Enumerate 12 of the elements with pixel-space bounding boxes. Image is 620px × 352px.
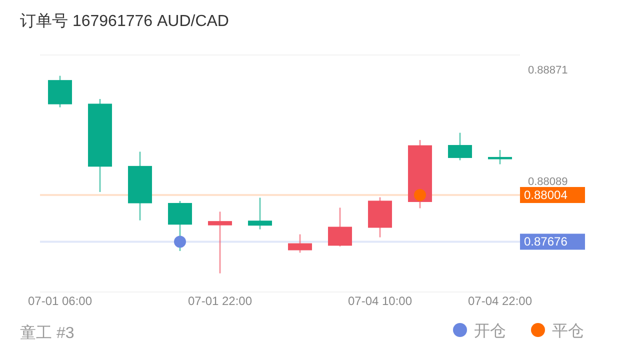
legend-label: 开仓: [474, 323, 506, 340]
x-tick-label: 07-04 22:00: [468, 294, 532, 308]
text: 童工 #3: [20, 324, 74, 342]
x-tick-label: 07-04 10:00: [348, 294, 412, 308]
y-tick-label: 0.88871: [528, 64, 568, 77]
chart-title: 订单号 167961776 AUD/CAD: [20, 12, 229, 30]
legend-label: 平仓: [552, 323, 584, 340]
ref-line-label: 0.87676: [524, 234, 568, 249]
ref-line-label: 0.88004: [524, 188, 568, 202]
y-tick-label: 0.88089: [528, 176, 568, 188]
x-tick-label: 07-01 22:00: [188, 294, 252, 308]
x-tick-label: 07-01 06:00: [28, 294, 92, 308]
